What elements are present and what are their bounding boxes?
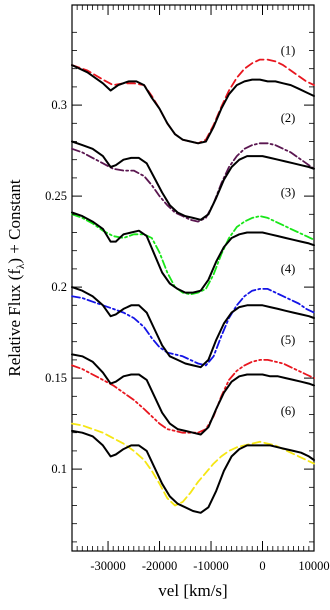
panel-label: (5): [281, 333, 296, 347]
series-line-4-model: [71, 142, 315, 223]
series-line-11-observed: [71, 429, 315, 514]
x-tick-label: 0: [259, 559, 265, 573]
x-tick-label: -20000: [142, 559, 177, 573]
panel-label: (1): [281, 44, 296, 58]
y-axis-title: Relative Flux (fλ) + Constant: [5, 179, 27, 376]
series-line-2-model: [71, 58, 315, 145]
panel-label: (2): [281, 111, 296, 125]
x-axis-title: vel [km/s]: [158, 581, 227, 600]
series-line-6-model: [71, 213, 315, 296]
series-line-12-model: [71, 422, 315, 507]
series-line-9-observed: [71, 353, 315, 436]
panel-label: (4): [281, 262, 296, 276]
y-axis-title-subscript: λ: [15, 263, 27, 269]
y-tick-label: 0.25: [45, 189, 67, 203]
series-line-3-observed: [71, 140, 315, 221]
y-tick-label: 0.3: [51, 98, 67, 112]
x-tick-label: -10000: [193, 559, 228, 573]
series-layer: [71, 58, 315, 514]
tick-layer: -30000 -20000 -10000 0 10000 0.1 0.15 0.2 0.25 0.…: [45, 5, 330, 573]
series-line-7-observed: [71, 286, 315, 369]
y-axis-title-tail: ) + Constant: [5, 179, 24, 263]
series-line-5-observed: [71, 211, 315, 294]
x-tick-label: -30000: [90, 559, 125, 573]
y-tick-label: 0.1: [51, 462, 67, 476]
series-line-10-model: [71, 359, 315, 434]
plot-frame: [71, 4, 315, 552]
series-line-8-model: [71, 288, 315, 367]
series-line-1-observed: [71, 64, 315, 145]
y-tick-label: 0.15: [45, 371, 67, 385]
y-tick-label: 0.2: [51, 280, 67, 294]
y-axis-title-main: Relative Flux (f: [5, 269, 24, 377]
x-tick-label: 10000: [298, 559, 329, 573]
panel-label: (6): [281, 404, 296, 418]
panel-label: (3): [281, 185, 296, 199]
panel-label-layer: (1) (2) (3) (4) (5) (6): [281, 44, 296, 418]
